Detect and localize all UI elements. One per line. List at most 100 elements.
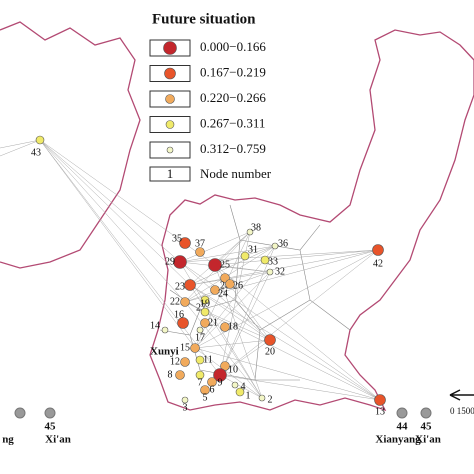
place-label: Xianyang — [375, 434, 421, 446]
legend-marker — [164, 67, 176, 80]
node-label: 13 — [375, 406, 385, 417]
place-marker — [44, 407, 56, 419]
edge — [214, 264, 263, 399]
edge — [189, 231, 251, 286]
node — [258, 394, 266, 402]
node — [200, 318, 210, 328]
node — [175, 370, 185, 380]
edge — [219, 271, 271, 376]
edge — [219, 245, 276, 376]
edge — [189, 245, 276, 286]
node — [208, 258, 222, 272]
edge — [39, 139, 196, 349]
node-label: 17 — [195, 332, 205, 343]
node-label: 6 — [210, 384, 215, 395]
legend-label: 0.220−0.266 — [200, 90, 266, 105]
node — [161, 326, 169, 334]
node-label: 36 — [278, 238, 288, 249]
node — [200, 385, 210, 395]
node — [225, 279, 235, 289]
node-label: 4 — [241, 381, 246, 392]
legend-items: 0.000−0.166 0.167−0.219 0.220−0.266 0.267−0… — [149, 39, 266, 159]
edge — [214, 249, 379, 266]
edge — [179, 245, 276, 263]
node-label: 9 — [218, 377, 223, 388]
edge — [179, 249, 379, 263]
node-label: 27 — [196, 302, 206, 313]
legend-marker — [163, 41, 177, 55]
place-marker — [420, 407, 432, 419]
node — [180, 297, 190, 307]
node — [220, 322, 230, 332]
legend-title: Future situation — [152, 11, 256, 27]
node — [180, 357, 190, 367]
node-label: 3 — [183, 402, 188, 413]
node-label: 29 — [165, 256, 175, 267]
place-label: Xi'an — [415, 434, 441, 446]
node — [195, 355, 205, 365]
node-label: 22 — [170, 296, 180, 307]
node-label: 42 — [373, 258, 383, 269]
node-label: 37 — [195, 238, 205, 249]
node — [190, 343, 200, 353]
place-label: 45 — [421, 421, 433, 433]
legend-marker — [165, 94, 175, 104]
edge — [184, 301, 381, 401]
edge — [184, 301, 271, 341]
node-label: 28 — [220, 280, 230, 291]
node — [184, 279, 196, 291]
node — [195, 370, 205, 380]
node — [372, 244, 384, 256]
edge — [194, 271, 271, 349]
node — [173, 255, 187, 269]
legend-sample-label: Node number — [200, 166, 272, 181]
edge — [0, 139, 41, 157]
node — [231, 381, 239, 389]
edge — [194, 339, 271, 349]
node — [213, 368, 227, 382]
node-label: 31 — [248, 244, 258, 255]
node-label: 43 — [31, 147, 41, 158]
node-label: 33 — [268, 256, 278, 267]
edge — [184, 245, 276, 303]
node-label: 38 — [251, 222, 261, 233]
node — [207, 377, 217, 387]
legend-label: 0.267−0.311 — [200, 115, 265, 130]
edge — [179, 261, 271, 341]
node — [246, 228, 254, 236]
node-label: 12 — [170, 356, 180, 367]
node — [35, 135, 45, 145]
scale-bar: 0 1500 — [449, 389, 474, 416]
node-label: 24 — [218, 288, 228, 299]
node — [374, 394, 386, 406]
node-label: 15 — [180, 342, 190, 353]
edge — [39, 139, 191, 286]
node-label: 11 — [203, 354, 213, 365]
legend-label: 0.167−0.219 — [200, 64, 266, 79]
node — [200, 295, 210, 305]
place-label: 44 — [397, 421, 409, 433]
edge — [219, 374, 263, 399]
edge — [179, 231, 251, 263]
node — [196, 326, 204, 334]
node-label: 7 — [198, 377, 203, 388]
node-label: 35 — [172, 233, 182, 244]
edge — [214, 231, 251, 266]
node — [200, 307, 210, 317]
node — [179, 237, 191, 249]
node — [266, 268, 274, 276]
edge — [194, 347, 381, 401]
node — [260, 255, 270, 265]
node-label: 18 — [228, 321, 238, 332]
node — [235, 387, 245, 397]
node — [177, 317, 189, 329]
node-label: 14 — [150, 320, 160, 331]
legend-marker — [166, 146, 174, 154]
node-label: 32 — [275, 266, 285, 277]
node-label: 8 — [168, 369, 173, 380]
legend-label: 0.000−0.166 — [200, 39, 266, 54]
legend-label: 0.312−0.759 — [200, 141, 266, 156]
